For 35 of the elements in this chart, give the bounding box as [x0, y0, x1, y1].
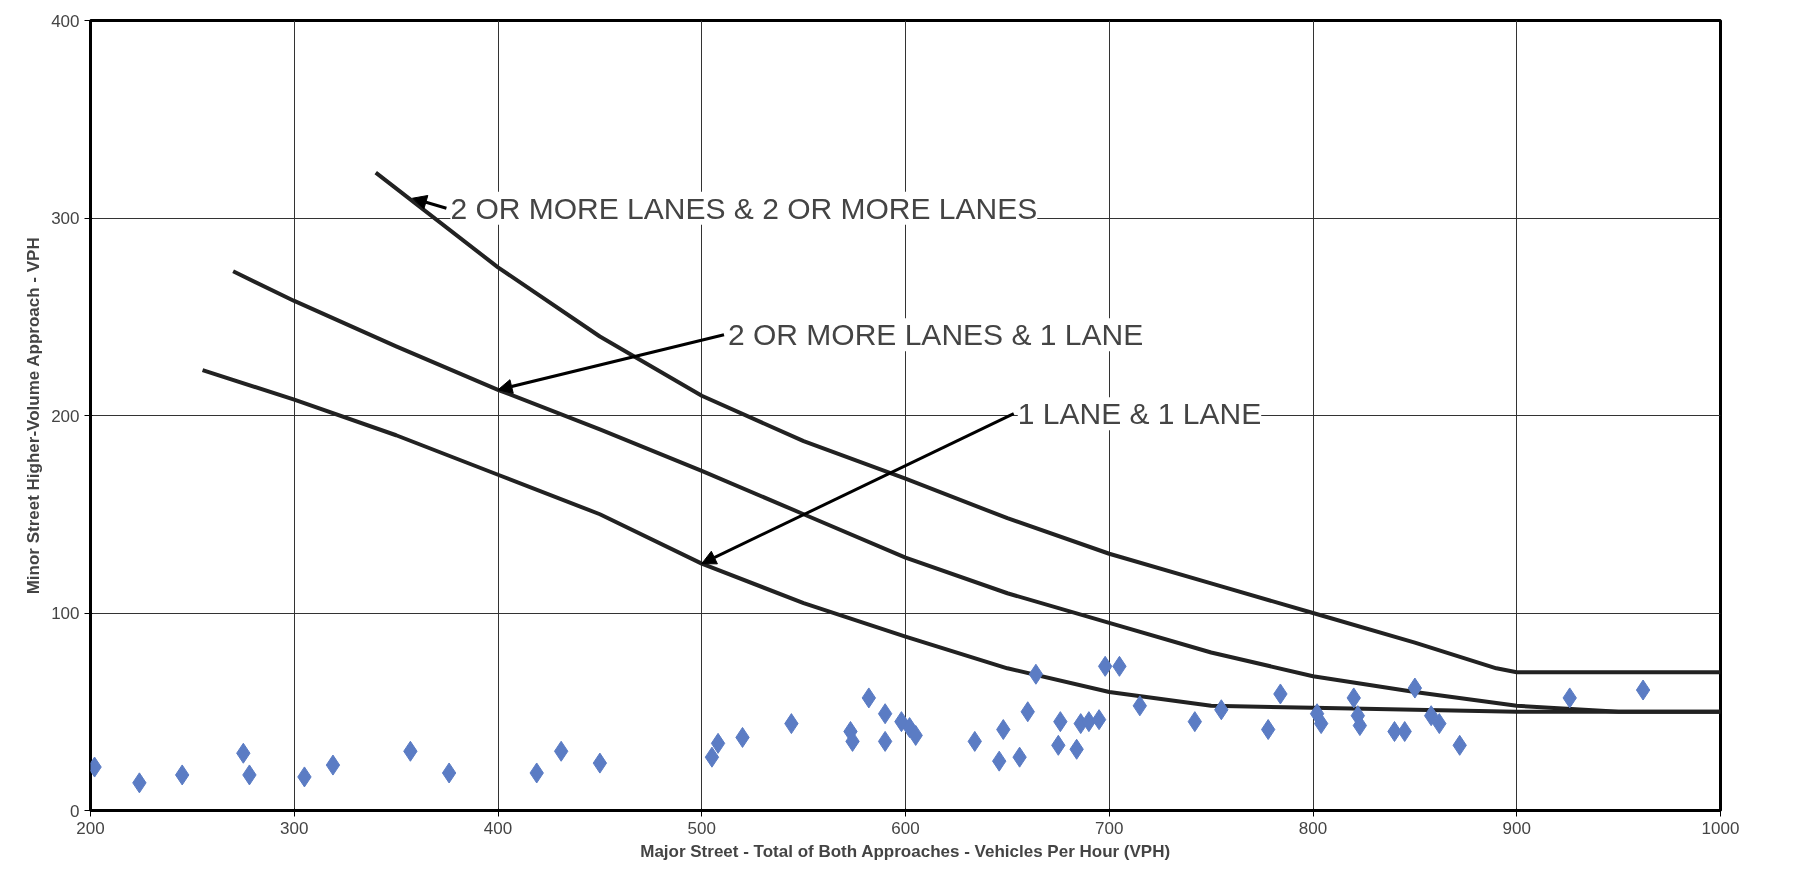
point	[1397, 721, 1412, 742]
y-axis-title: Minor Street Higher-Volume Approach - VPH	[24, 237, 44, 595]
x-tick-label: 800	[1298, 818, 1328, 838]
annotation: 2 OR MORE LANES & 1 LANE	[728, 318, 1144, 352]
x-axis-title: Major Street - Total of Both Approaches - Vehicles Per Hour (VPH)	[640, 841, 1171, 861]
y-tick-label: 400	[51, 11, 80, 31]
point	[1091, 709, 1107, 731]
point	[877, 703, 893, 725]
x-tick-label: 500	[687, 818, 716, 838]
y-tick-label: 100	[51, 604, 80, 623]
y-tick-label: 0	[70, 801, 80, 821]
point	[1313, 713, 1329, 735]
point	[704, 746, 720, 768]
x-tick-label: 600	[891, 818, 920, 838]
x-tick-label: 1000	[1701, 818, 1740, 838]
point	[1635, 679, 1651, 701]
x-tick-label: 700	[1095, 818, 1124, 838]
x-tick-label: 400	[483, 818, 513, 838]
line-series	[373, 170, 1721, 675]
annotation: 1 LANE & 1 LANE	[1017, 397, 1262, 431]
x-tick-label: 900	[1502, 818, 1531, 838]
x-tick-label: 300	[280, 818, 309, 838]
point	[710, 732, 726, 754]
point	[441, 762, 457, 784]
point	[877, 730, 893, 752]
y-tick-label: 200	[51, 406, 80, 426]
x-tick-label: 200	[76, 818, 105, 838]
annotation: 2 OR MORE LANES & 2 OR MORE LANES	[450, 191, 1038, 225]
point	[1387, 721, 1402, 742]
point	[592, 752, 608, 774]
point	[325, 754, 341, 776]
y-tick-label: 300	[51, 209, 80, 228]
point	[1081, 711, 1097, 733]
point	[1407, 677, 1423, 699]
point	[1028, 663, 1044, 685]
